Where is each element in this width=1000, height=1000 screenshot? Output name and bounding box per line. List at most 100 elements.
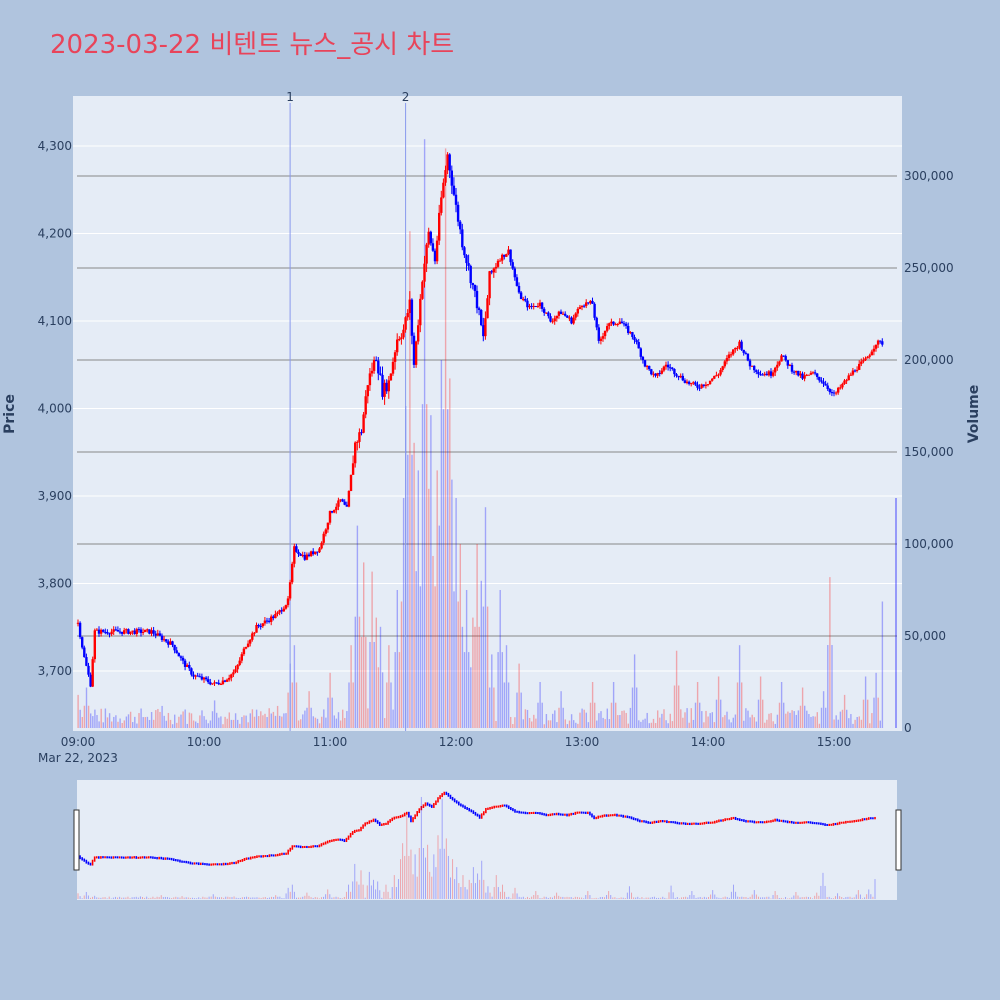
volume-bar: [234, 713, 237, 728]
volume-bar: [87, 705, 90, 728]
slider-volume-bar: [495, 875, 497, 899]
volume-bar: [594, 702, 596, 728]
range-slider-background[interactable]: [77, 780, 897, 900]
slider-volume-bar: [862, 898, 864, 899]
candle-body: [788, 364, 792, 366]
slider-volume-bar: [125, 897, 127, 899]
slider-volume-bar: [131, 897, 133, 899]
volume-bar: [132, 722, 134, 728]
volume-bar: [636, 687, 638, 728]
slider-volume-bar: [705, 897, 707, 899]
volume-bar: [138, 713, 140, 728]
volume-bar: [195, 721, 197, 728]
slider-volume-bar: [516, 893, 518, 899]
volume-bar: [484, 507, 487, 728]
candle-body: [335, 506, 338, 511]
range-slider-left-handle[interactable]: [73, 809, 80, 871]
slider-volume-bar: [335, 896, 337, 899]
price-gridlines: [73, 145, 902, 672]
slider-volume-bar: [664, 897, 666, 899]
volume-bar: [266, 717, 268, 728]
volume-bar: [373, 641, 375, 728]
volume-bar: [705, 710, 707, 728]
volume-bar: [245, 715, 247, 728]
candle-body: [347, 490, 351, 507]
candle-body: [236, 664, 239, 670]
slider-volume-bar: [782, 898, 784, 899]
volume-bar: [680, 709, 682, 728]
candle-body: [465, 255, 468, 264]
range-slider-right-handle[interactable]: [895, 809, 902, 871]
candle-body: [725, 358, 729, 362]
slider-volume-bar: [144, 897, 146, 899]
candle-body: [78, 622, 82, 638]
slider-volume-bar: [395, 887, 397, 899]
candle-body: [120, 631, 124, 634]
slider-volume-bar: [743, 897, 745, 899]
volume-bar: [631, 687, 634, 728]
candle-body: [265, 620, 269, 622]
candle-body: [99, 629, 103, 634]
volume-bar: [360, 636, 363, 728]
slider-volume-bar: [289, 891, 291, 899]
candle-body: [81, 637, 84, 648]
slider-volume-bar: [460, 887, 462, 899]
slider-volume-bar: [114, 896, 116, 899]
volume-bar: [682, 717, 684, 728]
slider-volume-bar: [730, 891, 732, 899]
candle-body: [234, 669, 237, 673]
slider-volume-bar: [520, 897, 522, 899]
volume-bar: [388, 645, 390, 728]
volume-bar: [386, 682, 388, 728]
volume-bar: [808, 714, 810, 728]
candle-body: [654, 373, 657, 376]
volume-bar: [839, 711, 842, 728]
volume-bar: [715, 699, 718, 728]
time-axis: 09:00 10:00 11:00 12:00 13:00 14:00 15:00: [61, 735, 852, 749]
candle-body: [543, 308, 546, 313]
candle-body: [853, 370, 857, 372]
volume-bar: [474, 626, 476, 728]
volume-bar: [337, 712, 340, 728]
time-tick-label: 10:00: [187, 735, 222, 749]
candle-body: [797, 370, 800, 376]
candle-body: [167, 641, 170, 645]
volume-bar: [127, 714, 130, 728]
slider-volume-bar: [799, 897, 801, 899]
volume-bar: [213, 700, 216, 728]
volume-bar: [203, 716, 205, 728]
volume-bar: [535, 718, 537, 728]
slider-volume-bar: [545, 896, 547, 899]
candle-body: [482, 325, 485, 337]
slider-volume-bar: [389, 898, 391, 899]
slider-volume-bar: [656, 897, 658, 899]
candle-body: [85, 657, 88, 666]
slider-volume-bar: [564, 897, 566, 899]
candle-body: [526, 300, 529, 308]
candle-body: [528, 305, 531, 308]
slider-volume-bar: [381, 897, 383, 899]
volume-bar: [846, 709, 848, 728]
volume-bar: [142, 717, 144, 728]
candle-body: [612, 321, 615, 325]
volume-bar: [699, 702, 701, 728]
candle-body: [809, 372, 813, 375]
candle-body: [717, 374, 720, 376]
volume-bar: [417, 470, 419, 728]
candle-body: [387, 380, 390, 392]
volume-bar: [711, 712, 713, 728]
volume-bar: [104, 708, 107, 728]
slider-volume-bar: [562, 896, 564, 899]
time-tick-label: 12:00: [439, 735, 474, 749]
volume-bar: [671, 721, 674, 728]
slider-volume-bar: [593, 898, 595, 899]
candle-body: [570, 317, 573, 324]
candle-body: [816, 373, 819, 377]
candle-body: [110, 631, 113, 635]
candle-body: [400, 337, 403, 339]
volume-bar: [720, 699, 722, 728]
candle-body: [477, 308, 481, 310]
candle-body: [484, 318, 487, 337]
slider-volume-bar: [547, 897, 549, 899]
chart-title: 2023-03-22 비텐트 뉴스_공시 차트: [50, 30, 455, 60]
